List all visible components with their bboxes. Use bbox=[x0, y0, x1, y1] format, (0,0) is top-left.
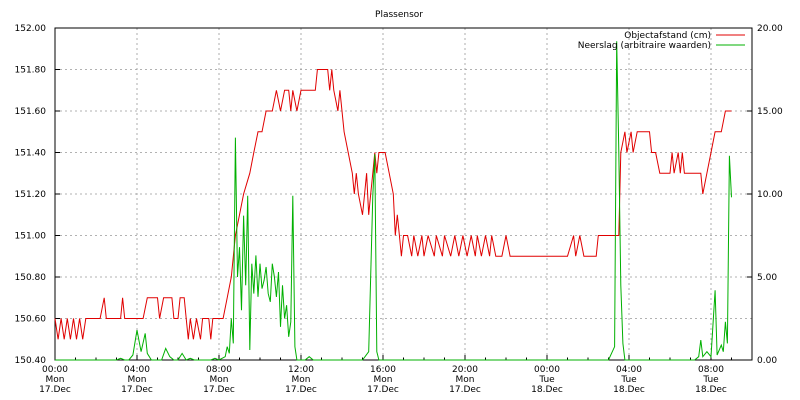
x-tick-label: 17.Dec bbox=[367, 385, 399, 395]
chart-title: Plassensor bbox=[375, 10, 423, 20]
x-tick-label: Mon bbox=[46, 375, 65, 385]
x-tick-label: 18.Dec bbox=[531, 385, 563, 395]
x-tick-label: Mon bbox=[456, 375, 475, 385]
y-axis-right: 0.00 5.00 10.00 15.00 20.00 bbox=[747, 24, 783, 366]
x-tick-label: 18.Dec bbox=[695, 385, 727, 395]
x-tick-label: 04:00 bbox=[124, 365, 150, 375]
y-tick-label: 151.60 bbox=[15, 107, 47, 117]
x-tick-label: Mon bbox=[128, 375, 147, 385]
y-tick-label: 151.00 bbox=[15, 232, 47, 242]
x-tick-label: 00:00 bbox=[42, 365, 68, 375]
x-tick-label: Tue bbox=[620, 375, 637, 385]
x-axis: 00:00Mon17.Dec04:00Mon17.Dec08:00Mon17.D… bbox=[39, 355, 753, 395]
y-tick-label: 152.00 bbox=[15, 24, 47, 34]
x-tick-label: Mon bbox=[374, 375, 393, 385]
x-tick-label: Tue bbox=[538, 375, 555, 385]
x-tick-label: 17.Dec bbox=[203, 385, 235, 395]
y-axis-left: 150.40 150.60 150.80 151.00 151.20 151.40 151.… bbox=[15, 24, 60, 366]
y-tick-label: 151.20 bbox=[15, 190, 47, 200]
legend-label-1: Neerslag (arbitraire waarden) bbox=[578, 41, 711, 51]
series bbox=[54, 41, 732, 361]
series-line-1 bbox=[55, 41, 732, 361]
x-tick-label: Mon bbox=[210, 375, 229, 385]
legend-label-0: Objectafstand (cm) bbox=[624, 31, 711, 41]
y2-tick-label: 5.00 bbox=[757, 273, 777, 283]
x-tick-label: 08:00 bbox=[206, 365, 232, 375]
y2-tick-label: 10.00 bbox=[757, 190, 783, 200]
x-tick-label: 08:00 bbox=[698, 365, 724, 375]
y2-tick-label: 20.00 bbox=[757, 24, 783, 34]
x-tick-label: 12:00 bbox=[288, 365, 314, 375]
x-tick-label: 17.Dec bbox=[285, 385, 317, 395]
x-tick-label: Tue bbox=[702, 375, 719, 385]
x-tick-label: Mon bbox=[292, 375, 311, 385]
y-tick-label: 150.40 bbox=[15, 356, 47, 366]
y-tick-label: 150.80 bbox=[15, 273, 47, 283]
y-tick-label: 150.60 bbox=[15, 315, 47, 325]
x-tick-label: 18.Dec bbox=[613, 385, 645, 395]
x-tick-label: 00:00 bbox=[534, 365, 560, 375]
y2-tick-label: 15.00 bbox=[757, 107, 783, 117]
y-tick-label: 151.80 bbox=[15, 66, 47, 76]
legend: Objectafstand (cm)Neerslag (arbitraire w… bbox=[578, 31, 745, 51]
y2-tick-label: 0.00 bbox=[757, 356, 777, 366]
x-tick-label: 04:00 bbox=[616, 365, 642, 375]
x-tick-label: 17.Dec bbox=[449, 385, 481, 395]
series-line-0 bbox=[54, 69, 732, 340]
y-tick-label: 151.40 bbox=[15, 149, 47, 159]
x-tick-label: 16:00 bbox=[370, 365, 396, 375]
x-tick-label: 17.Dec bbox=[39, 385, 71, 395]
x-tick-label: 17.Dec bbox=[121, 385, 153, 395]
grid bbox=[55, 28, 752, 360]
x-tick-label: 20:00 bbox=[452, 365, 478, 375]
